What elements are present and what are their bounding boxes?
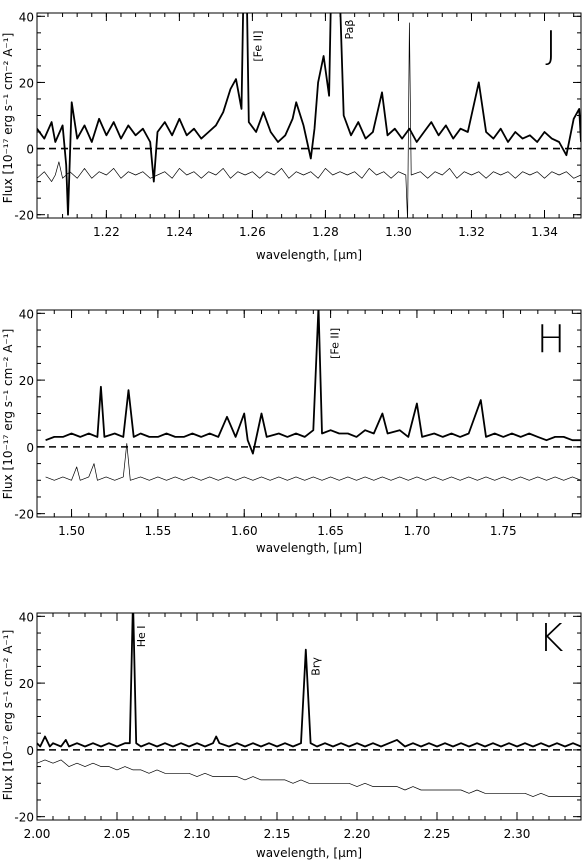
x-tick-label: 2.25 [424, 827, 451, 841]
x-tick-label: 1.28 [312, 225, 339, 239]
panel-band-label: H [537, 317, 566, 361]
x-tick-label: 1.22 [93, 225, 120, 239]
x-axis-label: wavelength, [μm] [256, 846, 362, 860]
y-tick-label: 40 [19, 10, 34, 24]
x-tick-label: 1.55 [145, 524, 172, 538]
x-tick-label: 1.75 [490, 524, 517, 538]
x-tick-label: 1.65 [317, 524, 344, 538]
emission-line-label: He I [135, 626, 148, 648]
y-tick-label: 0 [26, 744, 34, 758]
x-tick-label: 1.30 [385, 225, 412, 239]
x-tick-label: 2.15 [264, 827, 291, 841]
panel-j-band: J wavelength, [μm] Flux [10⁻¹⁷ erg s⁻¹ c… [1, 10, 582, 262]
spectrum-line-object [37, 13, 581, 216]
x-tick-label: 1.70 [404, 524, 431, 538]
y-tick-label: 40 [19, 307, 34, 321]
x-tick-label: 1.26 [239, 225, 266, 239]
y-axis-label: Flux [10⁻¹⁷ erg s⁻¹ cm⁻² A⁻¹] [1, 329, 15, 500]
x-tick-label: 2.10 [184, 827, 211, 841]
y-tick-label: -20 [14, 508, 34, 522]
spectrum-line-reference [37, 759, 581, 797]
spectrum-line-reference [45, 443, 581, 481]
plot-frame [36, 309, 582, 518]
emission-line-label: [Fe II] [328, 328, 341, 359]
spectrum-line-object [45, 310, 581, 455]
y-tick-label: -20 [14, 811, 34, 825]
y-axis-label: Flux [10⁻¹⁷ erg s⁻¹ cm⁻² A⁻¹] [1, 33, 15, 204]
x-axis-label: wavelength, [μm] [256, 248, 362, 262]
emission-line-label: [Fe II] [252, 31, 265, 62]
x-tick-label: 1.32 [458, 225, 485, 239]
y-tick-label: 20 [19, 677, 34, 691]
x-tick-label: 1.24 [166, 225, 193, 239]
spectrum-line-object [37, 613, 581, 748]
y-tick-label: 20 [19, 76, 34, 90]
x-tick-label: 2.00 [24, 827, 51, 841]
y-tick-label: 40 [19, 610, 34, 624]
y-tick-label: 20 [19, 374, 34, 388]
panel-band-label: J [545, 23, 556, 67]
panel-h-band: H wavelength, [μm] Flux [10⁻¹⁷ erg s⁻¹ c… [1, 307, 582, 555]
y-tick-label: 0 [26, 143, 34, 157]
panel-band-label: K [539, 616, 564, 660]
plot-frame [36, 12, 582, 219]
x-tick-label: 2.30 [504, 827, 531, 841]
y-axis-label: Flux [10⁻¹⁷ erg s⁻¹ cm⁻² A⁻¹] [1, 630, 15, 801]
x-tick-label: 2.05 [104, 827, 131, 841]
y-tick-label: 0 [26, 441, 34, 455]
panel-k-band: K wavelength, [μm] Flux [10⁻¹⁷ erg s⁻¹ c… [1, 610, 582, 860]
x-tick-label: 2.20 [344, 827, 371, 841]
emission-line-label: Brγ [309, 657, 322, 676]
y-tick-label: -20 [14, 209, 34, 223]
x-tick-label: 1.50 [58, 524, 85, 538]
x-tick-label: 1.34 [531, 225, 558, 239]
spectrum-line-reference [37, 22, 581, 218]
x-tick-label: 1.60 [231, 524, 258, 538]
emission-line-label: Paβ [343, 20, 356, 40]
x-axis-label: wavelength, [μm] [256, 541, 362, 555]
